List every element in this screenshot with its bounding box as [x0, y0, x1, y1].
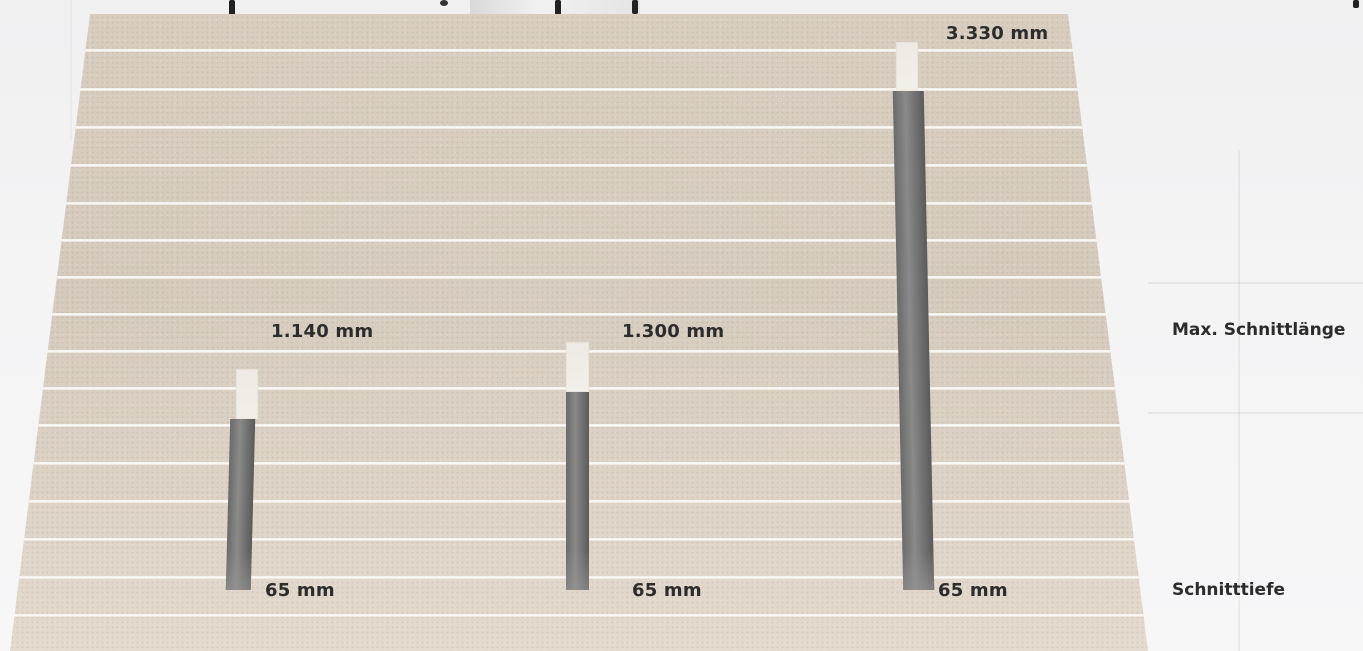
groove-line — [10, 387, 1148, 390]
groove-line — [10, 614, 1148, 617]
groove-line — [10, 500, 1148, 503]
wall-tile-line — [1148, 412, 1363, 414]
groove-line — [10, 88, 1148, 91]
cut-2-start — [566, 342, 589, 392]
machine-rod-foot — [440, 0, 448, 6]
groove-line — [10, 350, 1148, 353]
cut-2-depth-label: 65 mm — [632, 580, 702, 601]
cut-3-length-label: 3.330 mm — [946, 23, 1049, 44]
groove-line — [10, 239, 1148, 242]
cut-1-depth-label: 65 mm — [265, 580, 335, 601]
groove-line — [10, 576, 1148, 579]
groove-line — [10, 164, 1148, 167]
depth-legend: Schnitttiefe — [1172, 580, 1286, 600]
cut-1-bar — [225, 419, 256, 590]
wall-tile-line — [1148, 282, 1363, 284]
cut-3-depth-label: 65 mm — [938, 580, 1008, 601]
groove-line — [10, 202, 1148, 205]
groove-line — [10, 313, 1148, 316]
cut-1-start — [236, 369, 258, 419]
groove-line — [10, 276, 1148, 279]
wall-tile-line — [70, 0, 72, 140]
cut-2-bar — [566, 392, 589, 590]
groove-line — [10, 538, 1148, 541]
cut-1-length-label: 1.140 mm — [271, 321, 374, 342]
cut-3-start — [896, 42, 918, 91]
machine-rod — [1353, 0, 1359, 8]
groove-line — [10, 462, 1148, 465]
groove-line — [10, 424, 1148, 427]
cut-2-length-label: 1.300 mm — [622, 321, 725, 342]
groove-line — [10, 126, 1148, 129]
groove-line — [10, 49, 1148, 52]
max-length-legend: Max. Schnittlänge — [1172, 320, 1346, 340]
machine-rod — [632, 0, 638, 14]
wall-tile-line — [1238, 150, 1240, 651]
